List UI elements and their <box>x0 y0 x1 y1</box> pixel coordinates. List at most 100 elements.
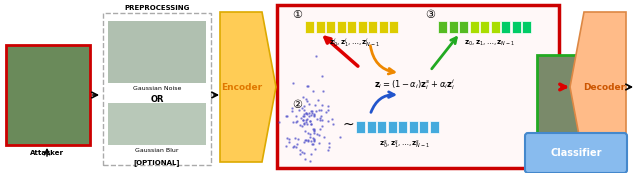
Point <box>299 105 309 107</box>
Point <box>296 106 307 109</box>
Point <box>299 140 309 143</box>
Point <box>305 132 315 135</box>
Point <box>309 139 319 142</box>
Point <box>306 153 316 155</box>
Text: Gaussian Noise: Gaussian Noise <box>133 86 181 92</box>
Point <box>324 142 334 144</box>
Text: [OPTIONAL]: [OPTIONAL] <box>134 160 180 166</box>
Point <box>311 54 321 57</box>
Point <box>314 134 324 136</box>
Point <box>303 132 313 135</box>
Point <box>314 108 324 111</box>
Bar <box>511 21 520 33</box>
Point <box>317 119 328 121</box>
Bar <box>108 103 206 145</box>
Point <box>284 140 294 143</box>
Point <box>304 115 314 118</box>
Point <box>323 120 333 122</box>
Point <box>291 115 301 118</box>
Point <box>324 146 334 149</box>
Point <box>307 112 317 115</box>
Point <box>308 129 319 132</box>
Bar <box>459 21 468 33</box>
Point <box>305 136 315 139</box>
Bar <box>398 121 407 133</box>
Text: $\mathbf{z}_0^i, \mathbf{z}_1^i, \ldots, \mathbf{z}_{N-1}^i$: $\mathbf{z}_0^i, \mathbf{z}_1^i, \ldots,… <box>330 36 381 50</box>
Bar <box>108 21 206 83</box>
Point <box>306 113 316 116</box>
Point <box>284 137 294 140</box>
Text: ③: ③ <box>425 10 435 20</box>
Point <box>312 133 322 135</box>
Text: OR: OR <box>150 95 164 104</box>
Polygon shape <box>570 12 626 162</box>
Point <box>306 110 316 112</box>
Text: $\mathbf{z}_0^s, \mathbf{z}_1^s, \ldots, \mathbf{z}_{N-1}^s$: $\mathbf{z}_0^s, \mathbf{z}_1^s, \ldots,… <box>380 139 431 151</box>
Point <box>298 114 308 117</box>
Point <box>311 109 321 112</box>
Bar <box>367 121 376 133</box>
Point <box>289 145 299 148</box>
Point <box>323 104 333 107</box>
Point <box>315 118 325 121</box>
Point <box>282 115 292 118</box>
Bar <box>419 121 428 133</box>
Point <box>306 123 316 126</box>
Point <box>295 148 305 151</box>
Point <box>297 125 307 128</box>
Point <box>309 114 319 117</box>
Point <box>317 75 327 78</box>
Point <box>296 116 307 119</box>
Point <box>308 140 319 142</box>
Point <box>302 117 312 120</box>
Point <box>308 143 318 145</box>
Bar <box>387 121 397 133</box>
Point <box>304 111 314 114</box>
Point <box>288 120 298 123</box>
Point <box>317 89 328 92</box>
Point <box>301 111 311 114</box>
Bar <box>537 55 615 135</box>
Text: Classifier: Classifier <box>550 148 602 158</box>
Point <box>290 136 300 139</box>
Point <box>300 129 310 132</box>
Point <box>300 122 310 125</box>
Point <box>305 120 315 122</box>
Text: Decoder: Decoder <box>583 83 625 92</box>
Point <box>306 122 316 125</box>
Point <box>292 119 303 122</box>
Point <box>317 125 327 128</box>
Point <box>301 121 312 124</box>
Bar <box>368 21 377 33</box>
Bar <box>470 21 479 33</box>
Bar <box>408 121 417 133</box>
Point <box>292 143 302 146</box>
Point <box>300 122 310 125</box>
Point <box>301 97 312 100</box>
Point <box>300 152 310 154</box>
Text: ~: ~ <box>342 118 354 132</box>
Point <box>306 140 316 142</box>
Bar <box>490 21 499 33</box>
Point <box>298 119 308 122</box>
Text: ①: ① <box>292 10 302 20</box>
Point <box>308 112 319 115</box>
Bar <box>429 121 438 133</box>
Point <box>308 136 318 139</box>
Bar <box>326 21 335 33</box>
Point <box>302 122 312 125</box>
Point <box>287 106 298 109</box>
Text: Gaussian Blur: Gaussian Blur <box>135 148 179 153</box>
Bar <box>378 21 387 33</box>
Point <box>303 140 314 143</box>
Point <box>313 98 323 101</box>
Point <box>308 138 319 140</box>
Point <box>299 112 309 115</box>
Point <box>300 157 310 160</box>
Point <box>317 103 327 106</box>
Point <box>303 103 314 106</box>
Point <box>309 128 319 131</box>
Point <box>303 139 313 142</box>
Text: PREPROCESSING: PREPROCESSING <box>124 5 189 11</box>
Point <box>298 96 308 98</box>
